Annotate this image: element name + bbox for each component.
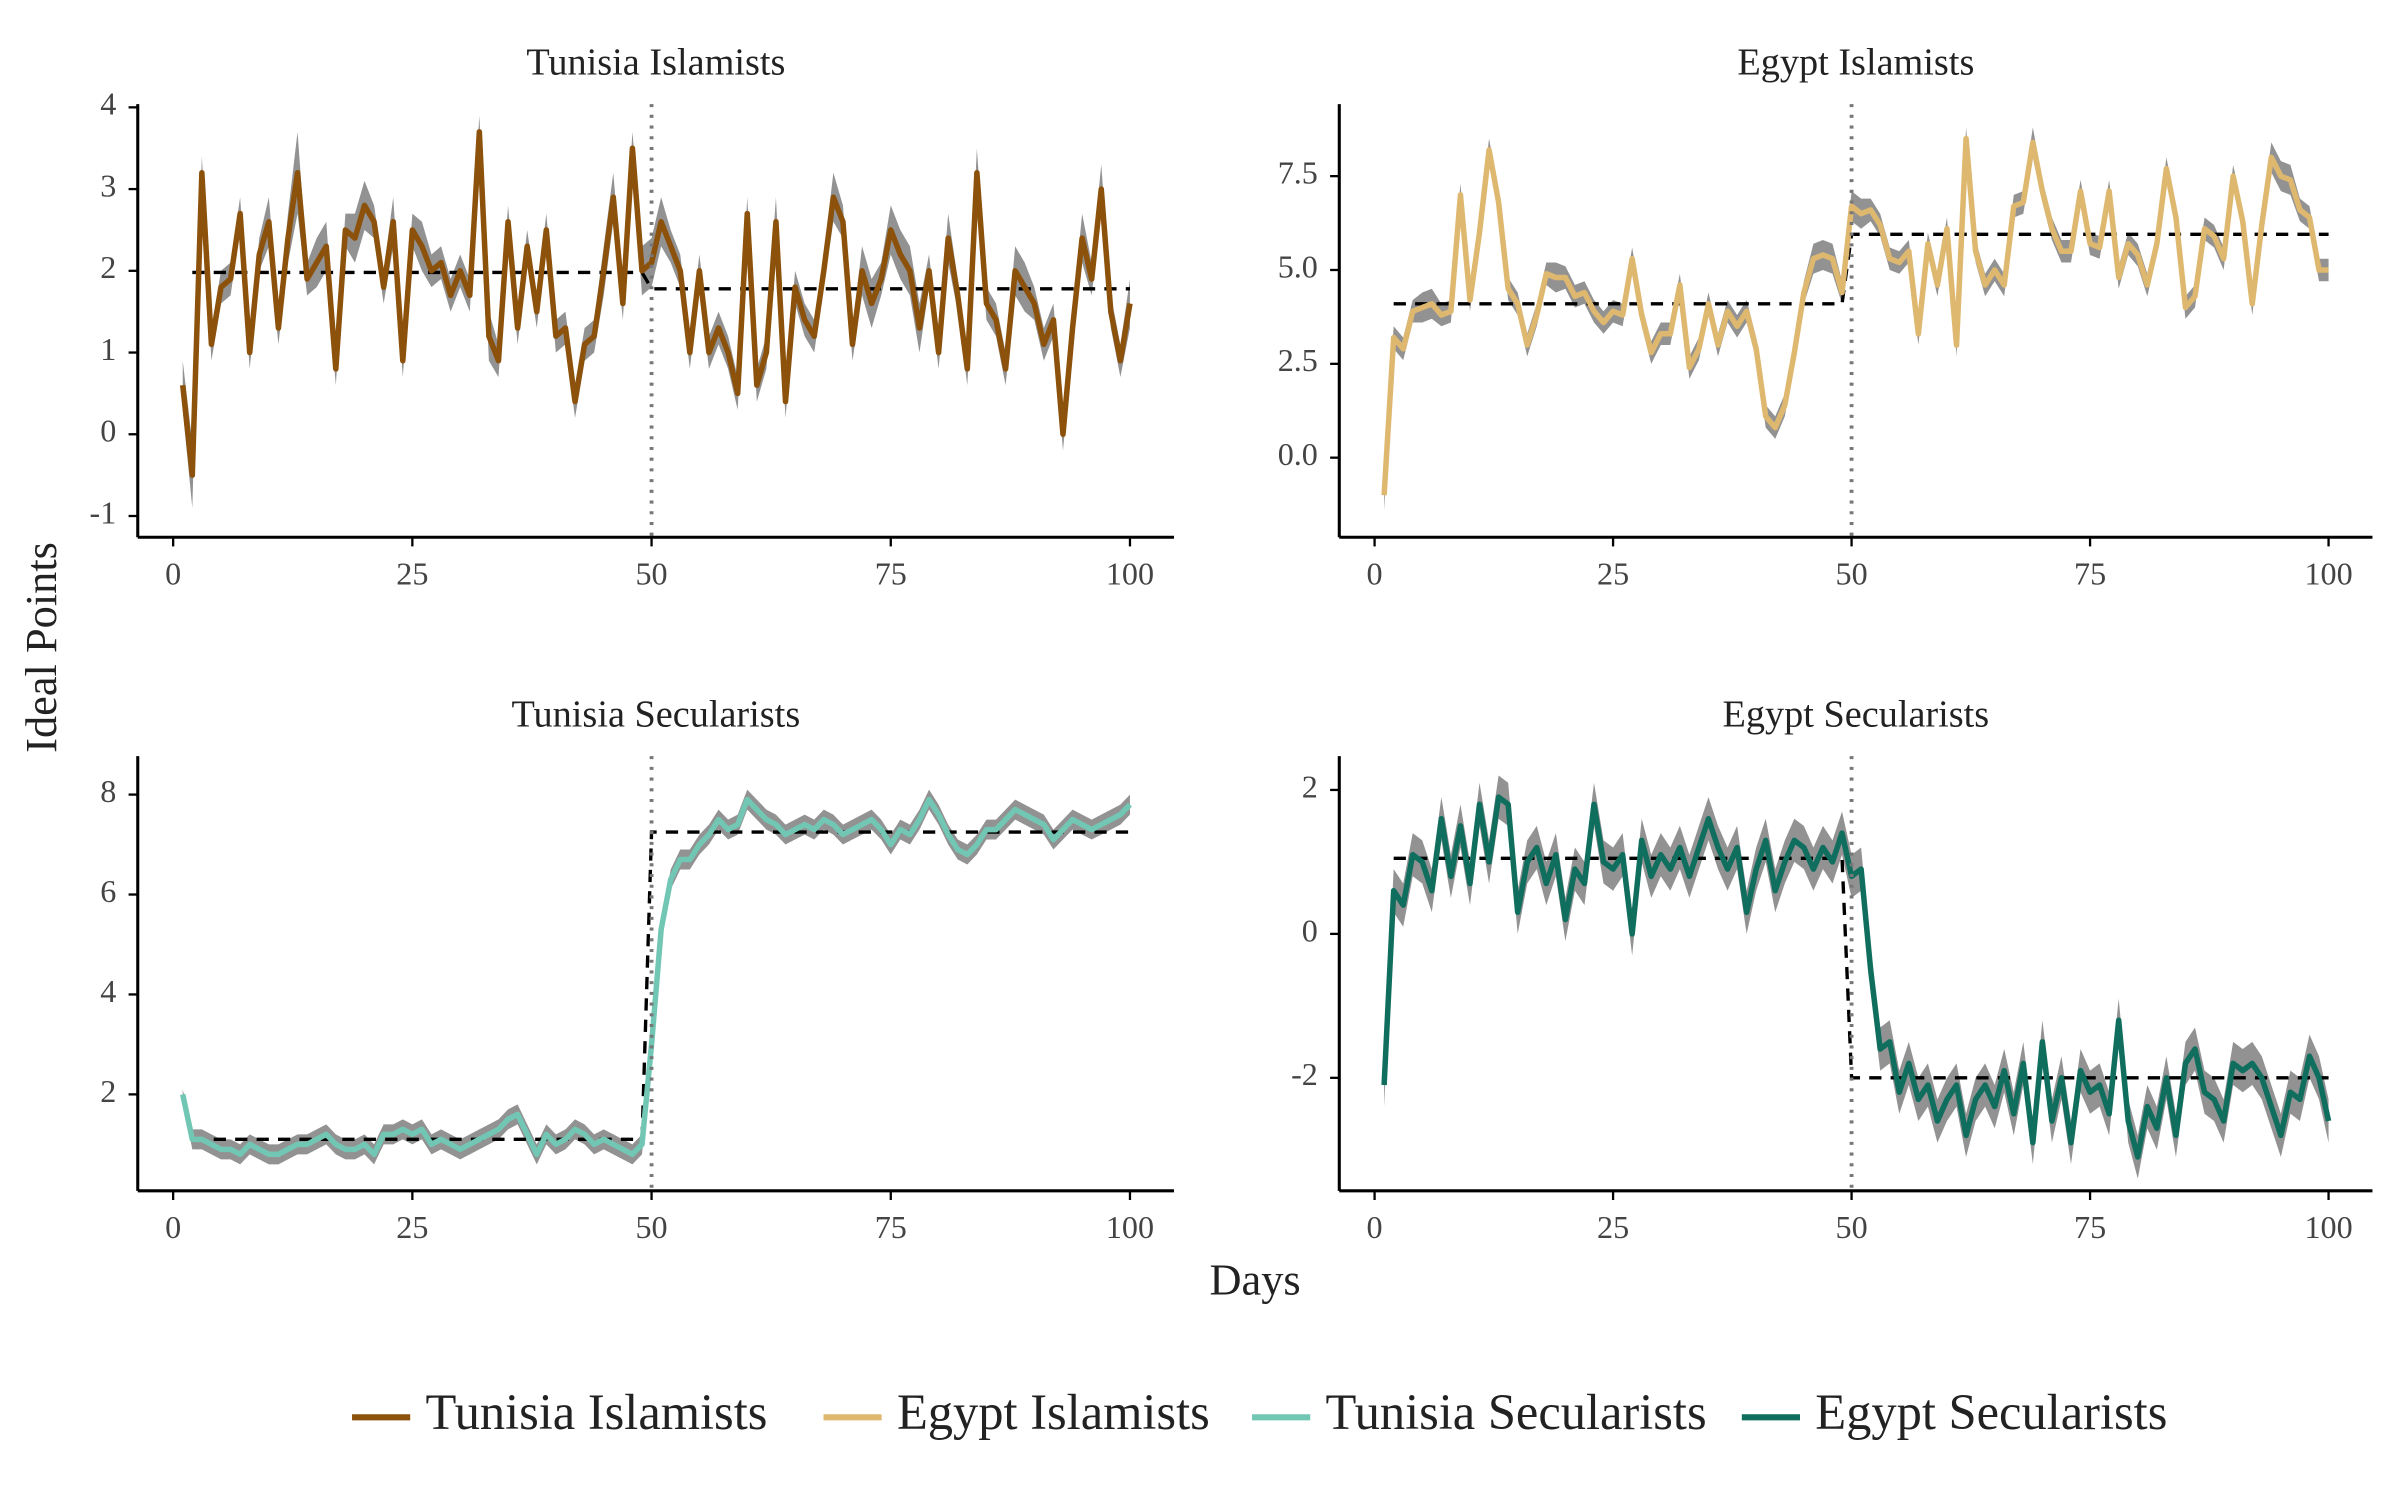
x-tick-label: 25 [1597,555,1629,591]
y-tick-label: 6 [100,873,116,909]
y-tick-label: 2 [1302,768,1318,804]
uncertainty-band [182,789,1130,1165]
y-tick-label: 3 [100,167,116,203]
panel-title: Tunisia Secularists [512,694,801,736]
y-tick-label: 2.5 [1278,342,1318,378]
x-tick-label: 100 [2304,555,2352,591]
x-tick-label: 0 [1367,1209,1383,1245]
y-tick-label: 8 [100,773,116,809]
legend-label: Egypt Secularists [1815,1384,2167,1440]
series-line [1381,794,2332,1160]
x-axis-label: Days [1210,1254,1301,1304]
x-tick-label: 25 [396,555,428,591]
x-tick-label: 75 [2074,555,2106,591]
x-tick-label: 25 [396,1209,428,1245]
panel-title: Egypt Secularists [1723,694,1990,736]
x-tick-label: 50 [1836,1209,1868,1245]
y-tick-label: 4 [100,86,116,122]
x-tick-label: 0 [165,555,181,591]
x-tick-label: 100 [2304,1209,2352,1245]
y-tick-label: -2 [1291,1056,1318,1092]
x-tick-label: 100 [1106,555,1154,591]
series-line [179,129,1133,478]
x-tick-label: 75 [2074,1209,2106,1245]
x-tick-label: 0 [165,1209,181,1245]
x-tick-label: 25 [1597,1209,1629,1245]
x-tick-label: 100 [1106,1209,1154,1245]
x-tick-label: 0 [1367,555,1383,591]
legend-label: Egypt Islamists [897,1384,1210,1440]
uncertainty-band [1384,127,2329,511]
x-tick-label: 75 [875,555,907,591]
y-tick-label: 7.5 [1278,155,1318,191]
y-axis-label: Ideal Points [16,542,66,753]
x-tick-label: 75 [875,1209,907,1245]
y-tick-label: 0 [100,413,116,449]
mean-line [192,270,1130,291]
y-tick-label: 1 [100,331,116,367]
series-line [1381,135,2329,496]
series-line [180,796,1132,1158]
x-tick-label: 50 [635,1209,667,1245]
x-tick-label: 50 [1836,555,1868,591]
panel-title: Egypt Islamists [1737,42,1974,84]
y-tick-label: 2 [100,1073,116,1109]
uncertainty-band [182,115,1130,508]
legend-label: Tunisia Secularists [1326,1384,1707,1440]
panel-title: Tunisia Islamists [526,42,785,84]
y-tick-label: 5.0 [1278,248,1318,284]
y-tick-label: 0.0 [1278,436,1318,472]
y-tick-label: 0 [1302,912,1318,948]
legend-label: Tunisia Islamists [426,1384,768,1440]
y-tick-label: 4 [100,973,116,1009]
x-tick-label: 50 [635,555,667,591]
y-tick-label: -1 [90,494,117,530]
y-tick-label: 2 [100,249,116,285]
mean-line [192,830,1130,1142]
